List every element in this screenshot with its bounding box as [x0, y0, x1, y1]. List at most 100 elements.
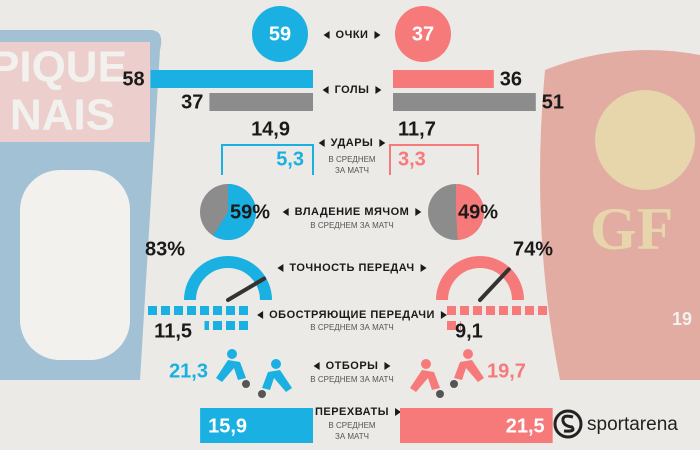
- crosses-square: [512, 306, 521, 315]
- stat-sublabel: В СРЕДНЕМ ЗА МАТЧ: [310, 323, 393, 332]
- pie-slice: [212, 184, 257, 240]
- player-head: [463, 349, 473, 359]
- goals-value: 58: [122, 68, 144, 90]
- arrow-left: [318, 139, 325, 147]
- stat-label: УДАРЫ: [331, 137, 374, 149]
- arrow-right: [420, 264, 427, 272]
- stat-label: ОЧКИ: [336, 29, 369, 41]
- crosses-square: [226, 321, 235, 330]
- arrow-left: [277, 264, 284, 272]
- crosses-square: [213, 321, 222, 330]
- crosses-square: [538, 306, 547, 315]
- crosses-value: 11,5: [154, 320, 192, 342]
- player-body: [262, 370, 292, 392]
- points-circle: [395, 6, 451, 62]
- player-head: [271, 359, 281, 369]
- stat-label: ПЕРЕХВАТЫ: [315, 406, 389, 418]
- goals-bar: [393, 70, 494, 88]
- brand-name: sportarena: [587, 414, 678, 435]
- away-logo: GF 19: [540, 50, 700, 380]
- home-logo-text: NAIS: [10, 91, 115, 140]
- arrow-left: [313, 362, 320, 370]
- arrow-left: [282, 208, 289, 216]
- shots-on-target: 3,3: [398, 148, 426, 170]
- arrow-left: [322, 86, 329, 94]
- crosses-squares: [148, 306, 248, 330]
- home-logo-letter: [20, 170, 130, 360]
- goals-value: 37: [181, 91, 203, 113]
- player-icon: [216, 349, 250, 388]
- player-icon: [258, 359, 292, 398]
- crosses-square: [174, 306, 183, 315]
- interceptions-value: 15,9: [208, 415, 247, 437]
- crosses-square: [239, 306, 248, 315]
- passing-value: 83%: [145, 238, 185, 260]
- arrow-right: [375, 86, 382, 94]
- away-logo-year: 19: [672, 309, 692, 329]
- points-value: 59: [269, 23, 291, 45]
- player-head: [421, 359, 431, 369]
- crosses-square: [447, 306, 456, 315]
- ball: [242, 380, 250, 388]
- player-head: [227, 349, 237, 359]
- gauge-needle: [226, 276, 267, 302]
- shots-bracket: [221, 144, 314, 175]
- shots-total: 11,7: [398, 118, 436, 140]
- goals-bar: [150, 70, 313, 88]
- stat-label: ТОЧНОСТЬ ПЕРЕДАЧ: [289, 262, 414, 274]
- crosses-square: [447, 321, 456, 330]
- crosses-square: [161, 306, 170, 315]
- player-icon: [410, 359, 444, 398]
- goals-bar: [209, 93, 313, 111]
- interceptions-value: 21,5: [506, 415, 545, 437]
- crosses-square: [486, 306, 495, 315]
- points-circle: [252, 6, 308, 62]
- crosses-square: [460, 321, 461, 330]
- pie-slice: [456, 184, 485, 240]
- home-logo-text: PIQUE: [0, 43, 127, 92]
- stat-sublabel: ЗА МАТЧ: [335, 166, 369, 175]
- away-logo-text: GF: [590, 196, 673, 262]
- stat-label: ОТБОРЫ: [326, 360, 379, 372]
- brand-logo: sportarena: [553, 409, 678, 439]
- shots-on-target: 5,3: [276, 148, 304, 170]
- stat-sublabel: В СРЕДНЕМ ЗА МАТЧ: [310, 375, 393, 384]
- arrow-left: [323, 31, 330, 39]
- crosses-value: 9,1: [455, 320, 483, 342]
- shots-bracket: [389, 144, 479, 175]
- arrow-right: [374, 31, 381, 39]
- possession-value: 49%: [458, 201, 498, 223]
- gauge-needle: [478, 267, 511, 302]
- gauge-arc: [184, 256, 272, 301]
- interceptions-bar: [200, 408, 313, 443]
- away-logo-crest: [595, 90, 695, 190]
- goals-value: 36: [500, 68, 522, 90]
- crosses-square: [187, 306, 196, 315]
- home-logo-banner: [0, 42, 150, 142]
- passing-value: 74%: [513, 238, 553, 260]
- arrow-right: [395, 408, 402, 416]
- tackles-value: 19,7: [487, 360, 526, 382]
- points-value: 37: [412, 23, 434, 45]
- arrow-right: [379, 139, 386, 147]
- player-icon: [450, 349, 484, 388]
- crosses-square: [200, 306, 209, 315]
- stat-label: ВЛАДЕНИЕ МЯЧОМ: [295, 206, 410, 218]
- home-logo-shape: [0, 30, 162, 380]
- possession-value: 59%: [230, 201, 270, 223]
- interceptions-bar: [400, 408, 553, 443]
- crosses-square: [460, 306, 469, 315]
- brand-icon-s: [561, 414, 575, 433]
- stat-label: ГОЛЫ: [335, 84, 370, 96]
- crosses-square: [525, 306, 534, 315]
- crosses-square: [239, 321, 248, 330]
- goals-value: 51: [542, 91, 564, 113]
- brand-icon: [553, 409, 583, 439]
- stat-sublabel: В СРЕДНЕМ ЗА МАТЧ: [310, 221, 393, 230]
- arrow-right: [440, 311, 447, 319]
- ball: [450, 380, 458, 388]
- crosses-square: [226, 306, 235, 315]
- arrow-left: [257, 311, 264, 319]
- tackles-value: 21,3: [169, 360, 208, 382]
